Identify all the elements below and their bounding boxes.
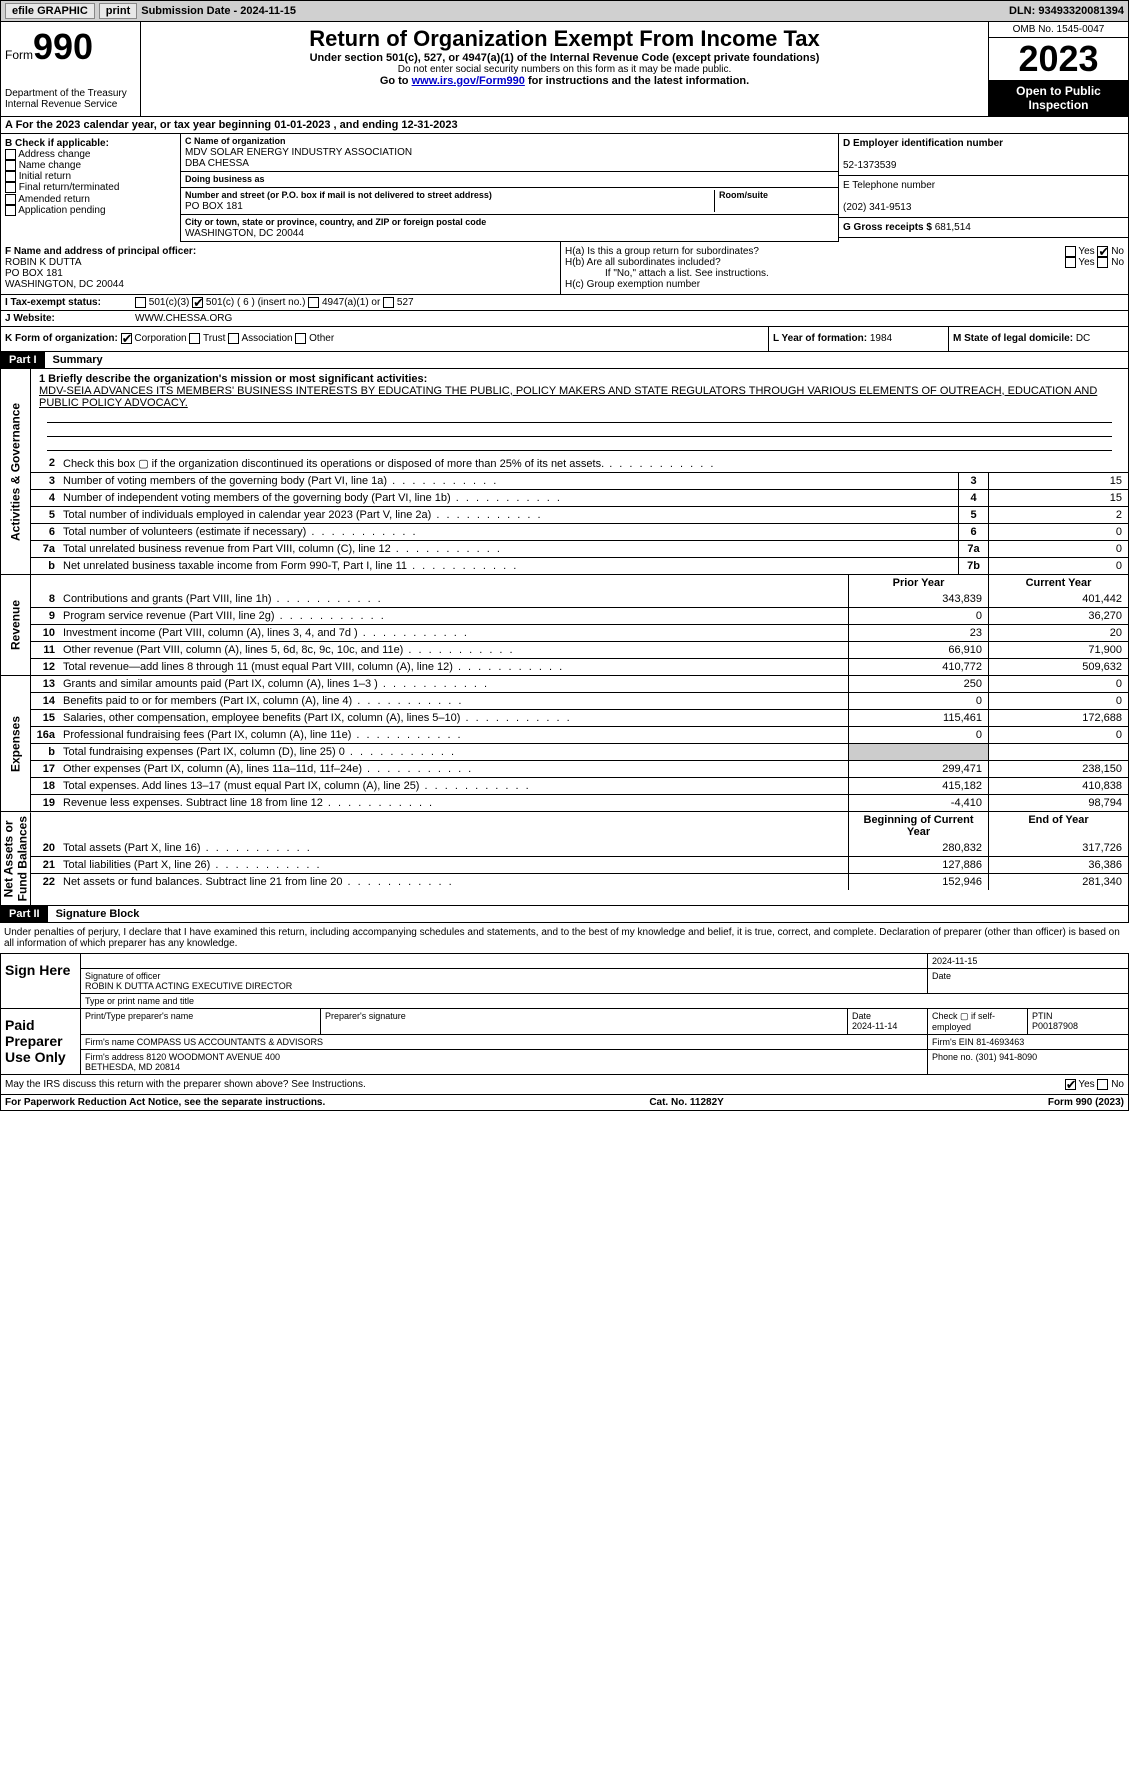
website-row: J Website: WWW.CHESSA.ORG [0,311,1129,327]
org-name: MDV SOLAR ENERGY INDUSTRY ASSOCIATION [185,147,412,158]
mission-block: 1 Briefly describe the organization's mi… [31,369,1128,455]
line-22: 22Net assets or fund balances. Subtract … [31,873,1128,890]
form-right: OMB No. 1545-0047 2023 Open to Public In… [988,22,1128,116]
vtab-na: Net Assets or Fund Balances [1,812,31,905]
line-12: 12Total revenue—add lines 8 through 11 (… [31,658,1128,675]
line-10: 10Investment income (Part VIII, column (… [31,624,1128,641]
expenses-section: Expenses 13Grants and similar amounts pa… [0,676,1129,812]
irs-link[interactable]: www.irs.gov/Form990 [412,75,525,87]
calendar-year-line: A For the 2023 calendar year, or tax yea… [0,117,1129,134]
mission-text: MDV-SEIA ADVANCES ITS MEMBERS' BUSINESS … [39,385,1097,409]
checkbox-initial-return[interactable]: Initial return [5,171,176,182]
sig-declaration: Under penalties of perjury, I declare th… [0,923,1129,953]
checkbox-name-change[interactable]: Name change [5,160,176,171]
line-18: 18Total expenses. Add lines 13–17 (must … [31,777,1128,794]
checkbox-address-change[interactable]: Address change [5,149,176,160]
officer-name: ROBIN K DUTTA [5,257,81,268]
revenue-section: Revenue Prior YearCurrent Year 8Contribu… [0,575,1129,676]
form-title-block: Return of Organization Exempt From Incom… [141,22,988,116]
sign-here-label: Sign Here [1,954,81,1008]
discuss-question: May the IRS discuss this return with the… [5,1079,366,1090]
line-17: 17Other expenses (Part IX, column (A), l… [31,760,1128,777]
line-9: 9Program service revenue (Part VIII, lin… [31,607,1128,624]
activities-governance: Activities & Governance 1 Briefly descri… [0,369,1129,575]
part2-bar: Part IISignature Block [0,906,1129,923]
form-header: Form990 Department of the Treasury Inter… [0,22,1129,117]
line-21: 21Total liabilities (Part X, line 26)127… [31,856,1128,873]
part1-bar: Part ISummary [0,352,1129,369]
tax-year: 2023 [989,38,1128,80]
vtab-rev: Revenue [1,575,31,675]
entity-block: B Check if applicable: Address change Na… [0,134,1129,242]
dba-label: Doing business as [185,174,265,184]
line-4: 4Number of independent voting members of… [31,489,1128,506]
line-b: bNet unrelated business taxable income f… [31,557,1128,574]
box-c: C Name of organizationMDV SOLAR ENERGY I… [181,134,838,242]
line-14: 14Benefits paid to or for members (Part … [31,692,1128,709]
line-3: 3Number of voting members of the governi… [31,472,1128,489]
vtab-exp: Expenses [1,676,31,811]
org-address: PO BOX 181 [185,201,243,212]
line-b: bTotal fundraising expenses (Part IX, co… [31,743,1128,760]
ein: 52-1373539 [843,160,896,171]
firm-name: COMPASS US ACCOUNTANTS & ADVISORS [137,1037,323,1047]
org-city: WASHINGTON, DC 20044 [185,228,304,239]
omb-number: OMB No. 1545-0047 [989,22,1128,38]
form-left: Form990 Department of the Treasury Inter… [1,22,141,116]
checkbox-amended-return[interactable]: Amended return [5,194,176,205]
goto-line: Go to www.irs.gov/Form990 for instructio… [145,75,984,87]
form-subtitle: Under section 501(c), 527, or 4947(a)(1)… [145,52,984,64]
dept-label: Department of the Treasury Internal Reve… [5,88,136,110]
ssn-note: Do not enter social security numbers on … [145,64,984,75]
line-7a: 7aTotal unrelated business revenue from … [31,540,1128,557]
checkbox-application-pending[interactable]: Application pending [5,205,176,216]
ptin: P00187908 [1032,1021,1078,1031]
tax-status-row: I Tax-exempt status: 501(c)(3) 501(c) ( … [0,295,1129,311]
footer: For Paperwork Reduction Act Notice, see … [0,1095,1129,1111]
line-2: 2Check this box ▢ if the organization di… [31,455,1128,472]
year-formation: 1984 [870,333,892,344]
website: WWW.CHESSA.ORG [135,313,232,324]
top-bar: efile GRAPHIC print Submission Date - 20… [0,0,1129,22]
kform-row: K Form of organization: Corporation Trus… [0,327,1129,351]
line-19: 19Revenue less expenses. Subtract line 1… [31,794,1128,811]
line-20: 20Total assets (Part X, line 16)280,8323… [31,840,1128,856]
form-title: Return of Organization Exempt From Incom… [145,26,984,52]
line-11: 11Other revenue (Part VIII, column (A), … [31,641,1128,658]
form-number: Form990 [5,26,136,68]
paid-preparer-label: Paid Preparer Use Only [1,1009,81,1074]
box-d: D Employer identification number52-13735… [838,134,1128,242]
gross-receipts: 681,514 [935,222,971,233]
signature-block: Sign Here 2024-11-15 Signature of office… [0,953,1129,1095]
line-16a: 16aProfessional fundraising fees (Part I… [31,726,1128,743]
submission-date: Submission Date - 2024-11-15 [141,5,296,17]
open-inspection: Open to Public Inspection [989,80,1128,116]
box-b: B Check if applicable: Address change Na… [1,134,181,242]
telephone: (202) 341-9513 [843,202,911,213]
legal-domicile: DC [1076,333,1090,344]
line-13: 13Grants and similar amounts paid (Part … [31,676,1128,692]
dln: DLN: 93493320081394 [1009,5,1124,17]
netassets-section: Net Assets or Fund Balances Beginning of… [0,812,1129,906]
line-5: 5Total number of individuals employed in… [31,506,1128,523]
officer-sig-name: ROBIN K DUTTA ACTING EXECUTIVE DIRECTOR [85,981,292,991]
vtab-ag: Activities & Governance [1,369,31,574]
print-btn[interactable]: print [99,3,137,19]
line-6: 6Total number of volunteers (estimate if… [31,523,1128,540]
line-8: 8Contributions and grants (Part VIII, li… [31,591,1128,607]
line-15: 15Salaries, other compensation, employee… [31,709,1128,726]
efile-btn[interactable]: efile GRAPHIC [5,3,95,19]
checkbox-final-return-terminated[interactable]: Final return/terminated [5,182,176,193]
officer-row: F Name and address of principal officer:… [0,242,1129,295]
